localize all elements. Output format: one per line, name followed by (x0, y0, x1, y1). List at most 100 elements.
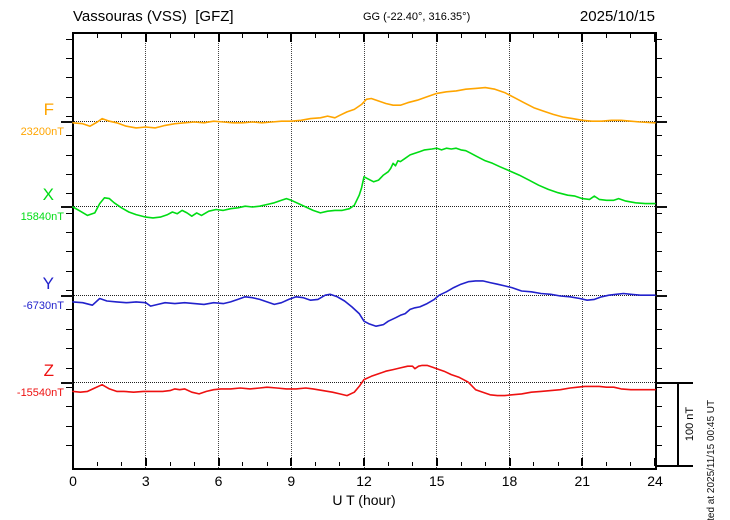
grid-line-vertical (509, 34, 510, 468)
axis-tick-bottom (266, 462, 268, 466)
axis-tick-bottom (606, 462, 607, 466)
x-tick-label: 24 (647, 473, 663, 489)
axis-tick-bottom (144, 458, 147, 466)
grid-line-vertical (581, 34, 583, 468)
axis-tick-top (339, 34, 341, 38)
axis-tick-top (193, 34, 195, 38)
axis-tick-bottom (339, 462, 341, 466)
axis-tick-top (217, 34, 220, 42)
axis-tick-right (655, 135, 662, 137)
axis-tick-left (66, 115, 73, 117)
grid-line-vertical (436, 34, 438, 468)
axis-tick-left (66, 77, 73, 79)
axis-tick-left (66, 386, 73, 388)
axis-tick-bottom (363, 458, 365, 466)
axis-tick-bottom (96, 462, 98, 466)
plot-frame (72, 32, 657, 470)
scale-bar-bottom-cap (656, 465, 693, 467)
axis-tick-right (655, 232, 662, 233)
axis-tick-bottom (654, 458, 656, 466)
axis-tick-right (655, 328, 662, 330)
axis-tick-right (655, 38, 662, 40)
axis-tick-baseline-right-F (655, 121, 667, 123)
axis-tick-top (460, 34, 462, 38)
grid-line-vertical (290, 34, 292, 468)
axis-tick-left (66, 309, 73, 311)
axis-tick-right (655, 290, 662, 292)
scale-bar-line (677, 382, 679, 467)
axis-tick-left (66, 348, 73, 350)
trace-base-value-Y: -6730nT (23, 300, 64, 312)
axis-tick-bottom (169, 462, 171, 466)
axis-tick-top (144, 34, 147, 42)
axis-tick-top (290, 34, 293, 42)
axis-tick-bottom (242, 462, 244, 466)
axis-tick-right (655, 154, 662, 156)
axis-tick-left (66, 193, 73, 195)
axis-tick-top (72, 34, 74, 42)
axis-tick-right (655, 444, 662, 446)
axis-tick-right (655, 96, 662, 98)
axis-tick-top (508, 34, 511, 42)
axis-tick-bottom (484, 462, 486, 466)
axis-tick-right (655, 193, 662, 195)
axis-tick-top (363, 34, 365, 42)
axis-tick-top (533, 34, 535, 38)
axis-tick-top (242, 34, 244, 38)
x-tick-label: 12 (356, 473, 372, 489)
axis-tick-top (606, 34, 607, 38)
trace-base-value-Z: -15540nT (16, 387, 64, 399)
x-tick-label: 6 (214, 473, 223, 489)
baseline-dotted-Z (74, 382, 655, 383)
axis-tick-top (581, 34, 584, 42)
axis-tick-baseline-left-X (61, 206, 73, 208)
grid-line-vertical (218, 34, 219, 468)
axis-tick-left (66, 135, 73, 137)
axis-tick-bottom (508, 458, 511, 466)
axis-tick-right (655, 425, 662, 427)
axis-tick-left (66, 270, 73, 272)
axis-tick-right (655, 406, 662, 408)
axis-tick-bottom (387, 462, 389, 466)
axis-tick-right (655, 212, 662, 214)
x-tick-label: 9 (287, 473, 296, 489)
trace-base-value-F: 23200nT (20, 126, 64, 138)
trace-label-Y: Y (42, 274, 54, 293)
axis-tick-left (66, 425, 73, 427)
axis-tick-left (66, 96, 73, 98)
axis-tick-baseline-left-Y (61, 295, 73, 297)
axis-tick-left (66, 212, 73, 214)
axis-tick-top (169, 34, 171, 38)
geographic-coordinates: GG (-22.40°, 316.35°) (363, 11, 471, 23)
axis-tick-left (66, 232, 73, 233)
axis-tick-bottom (72, 458, 74, 466)
x-tick-label: 18 (501, 473, 518, 489)
axis-tick-left (66, 328, 73, 330)
axis-tick-right (655, 57, 662, 59)
plot-date: 2025/10/15 (579, 8, 655, 25)
trace-base-value-X: 15840nT (20, 211, 64, 223)
axis-tick-right (655, 251, 662, 253)
axis-tick-top (435, 34, 438, 42)
axis-tick-right (655, 386, 662, 388)
axis-tick-top (121, 34, 122, 38)
axis-tick-right (655, 173, 662, 175)
axis-tick-bottom (193, 462, 195, 466)
axis-tick-bottom (315, 462, 316, 466)
axis-tick-bottom (412, 462, 413, 466)
axis-tick-right (655, 367, 662, 369)
baseline-dotted-Y (74, 295, 655, 296)
axis-tick-left (66, 57, 73, 59)
axis-tick-top (630, 34, 632, 38)
axis-tick-bottom (435, 458, 438, 466)
x-tick-label: 21 (574, 473, 591, 489)
trace-label-F: F (43, 100, 54, 119)
scale-bar-top-cap (656, 382, 693, 384)
x-tick-label: 15 (429, 473, 445, 489)
axis-tick-bottom (557, 462, 559, 466)
plotted-timestamp-note: Plotted at 2025/11/15 00:45 UT (706, 399, 717, 520)
axis-tick-baseline-left-Z (61, 382, 73, 384)
